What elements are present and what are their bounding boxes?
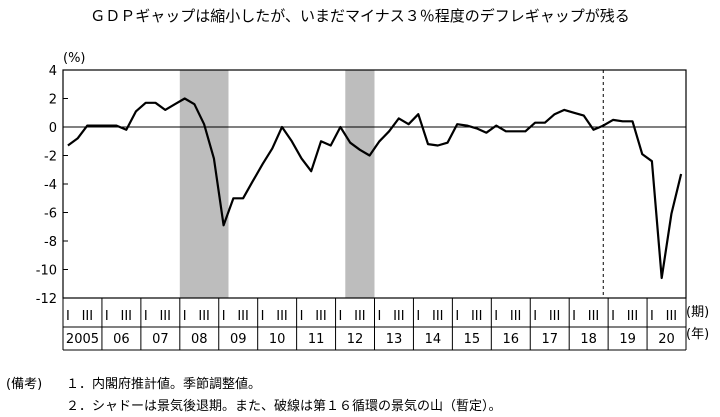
year-label: 2005 (66, 332, 99, 347)
y-tick-label: -12 (36, 292, 57, 307)
quarter-label-III: III (471, 309, 483, 324)
y-tick-label: -10 (36, 264, 57, 279)
quarter-label-I: I (494, 309, 498, 324)
quarter-label-III: III (198, 309, 210, 324)
quarter-label-I: I (66, 309, 70, 324)
y-tick-label: -8 (44, 235, 57, 250)
year-label: 17 (541, 332, 558, 347)
year-label: 12 (347, 332, 364, 347)
year-label: 09 (230, 332, 247, 347)
quarter-label-III: III (549, 309, 561, 324)
year-label: 16 (503, 332, 520, 347)
gdp-gap-line (67, 97, 683, 280)
x-axis-unit-quarter: (期) (686, 305, 709, 320)
quarter-label-III: III (432, 309, 444, 324)
quarter-label-I: I (572, 309, 576, 324)
year-label: 14 (425, 332, 442, 347)
y-axis: 4 2 0 -2 -4 -6 -8 -10 -12 (36, 64, 68, 307)
year-label: 19 (619, 332, 636, 347)
year-label: 18 (580, 332, 597, 347)
y-tick-label: 2 (49, 93, 57, 108)
quarter-label-I: I (339, 309, 343, 324)
year-label: 06 (113, 332, 130, 347)
note-line-2: ２．シャドーは景気後退期。また、破線は第１６循環の景気の山（暫定）。 (66, 398, 502, 414)
recession-shading (179, 70, 375, 298)
year-label: 15 (464, 332, 481, 347)
quarter-label-III: III (159, 309, 171, 324)
year-label: 08 (191, 332, 208, 347)
quarter-label-III: III (510, 309, 522, 324)
y-tick-label: -4 (44, 178, 57, 193)
year-label: 10 (269, 332, 286, 347)
year-label: 11 (308, 332, 325, 347)
quarter-label-I: I (183, 309, 187, 324)
y-tick-label: -6 (44, 207, 57, 222)
recession-shade-2 (345, 70, 375, 298)
quarter-label-I: I (222, 309, 226, 324)
quarter-label-III: III (354, 309, 366, 324)
quarter-label-I: I (105, 309, 109, 324)
y-tick-label: 4 (49, 64, 57, 79)
quarter-label-III: III (82, 309, 94, 324)
quarter-label-I: I (261, 309, 265, 324)
x-axis-unit-year: (年) (686, 327, 709, 342)
quarter-label-I: I (377, 309, 381, 324)
quarter-label-III: III (315, 309, 327, 324)
quarter-label-III: III (627, 309, 639, 324)
quarter-label-I: I (455, 309, 459, 324)
y-tick-label: 0 (49, 121, 57, 136)
quarter-label-III: III (237, 309, 249, 324)
quarter-label-I: I (533, 309, 537, 324)
quarter-label-III: III (121, 309, 133, 324)
quarter-label-I: I (300, 309, 304, 324)
recession-shade-1 (179, 70, 229, 298)
quarter-label-I: I (650, 309, 654, 324)
quarter-label-III: III (588, 309, 600, 324)
note-line-1: １．内閣府推計値。季節調整値。 (66, 376, 261, 392)
chart-title: ＧＤＰギャップは縮小したが、いまだマイナス３％程度のデフレギャップが残る (90, 7, 629, 25)
quarter-label-I: I (416, 309, 420, 324)
year-label: 20 (658, 332, 675, 347)
year-label: 07 (152, 332, 169, 347)
quarter-label-III: III (276, 309, 288, 324)
year-label: 13 (386, 332, 403, 347)
quarter-label-III: III (393, 309, 405, 324)
notes-label: (備考) (6, 376, 42, 392)
quarter-label-I: I (611, 309, 615, 324)
quarter-label-I: I (144, 309, 148, 324)
y-tick-label: -2 (44, 150, 57, 165)
quarter-label-III: III (666, 309, 678, 324)
y-axis-unit: (%) (63, 51, 86, 66)
